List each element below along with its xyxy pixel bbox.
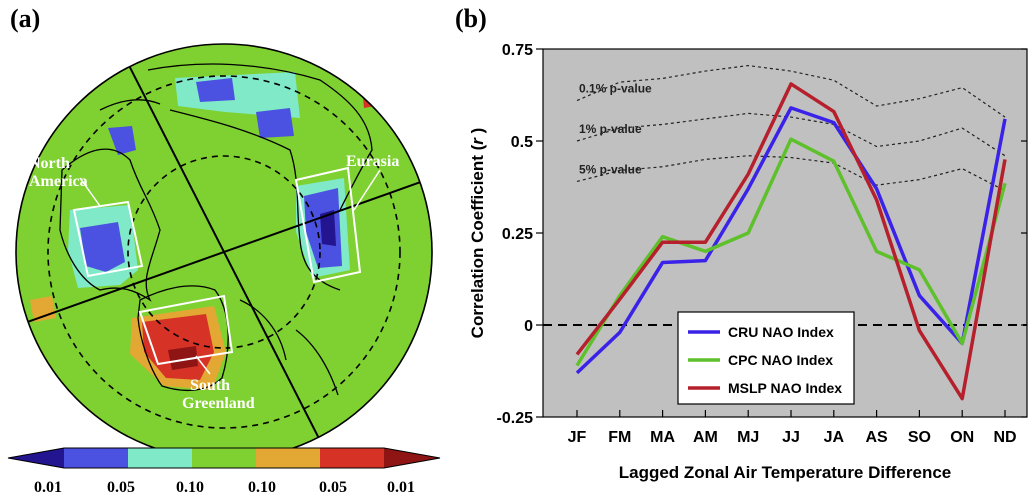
x-tick-label-9: ON (950, 429, 974, 446)
colorbar-tick-5: 0.01 (387, 479, 415, 496)
y-axis-label-variable: r (468, 137, 487, 145)
x-tick-label-5: JJ (782, 429, 800, 446)
patch-eurasia-dark-blue (320, 210, 336, 246)
x-tick-label-8: SO (908, 429, 931, 446)
region-label-north-america-1: North (29, 155, 70, 172)
x-tick-label-2: MA (650, 429, 675, 446)
colorbar-tick-0: 0.01 (34, 479, 62, 496)
legend-label-0: CRU NAO Index (728, 324, 834, 340)
y-axis: -0.25 0 0.25 0.5 0.75 (497, 42, 1027, 427)
y-tick-label-3: 0.5 (511, 134, 533, 151)
x-tick-label-7: AS (865, 429, 888, 446)
y-axis-label: Correlation Coefficient (r ) (468, 128, 487, 339)
panel-a-label: (a) (10, 4, 41, 33)
series-lines (575, 82, 1007, 401)
x-axis-label: Lagged Zonal Air Temperature Difference (619, 463, 952, 482)
significance-line-2 (576, 155, 1006, 192)
y-tick-label-2: 0.25 (502, 226, 533, 243)
colorbar-seg-5 (320, 448, 384, 468)
y-tick-label-4: 0.75 (502, 42, 533, 59)
region-box-south-greenland (138, 294, 234, 366)
region-box-eurasia (294, 166, 362, 284)
y-axis-label-prefix: Correlation Coefficient ( (468, 144, 487, 338)
legend: CRU NAO Index CPC NAO Index MSLP NAO Index (677, 311, 855, 405)
region-label-north-america-2: America (29, 173, 88, 190)
y-tick-label-0: -0.25 (497, 410, 534, 427)
patch-arctic-blue (256, 108, 294, 138)
pointer-eurasia (353, 169, 381, 211)
polar-map-panel: North America Eurasia South Greenland 0.… (7, 43, 441, 496)
colorbar-tick-2: 0.10 (176, 479, 204, 496)
coastlines (59, 63, 373, 396)
y-axis-label-suffix: ) (468, 128, 487, 138)
colorbar-seg-4 (256, 448, 320, 468)
significance-label-2: 5% p-value (579, 162, 642, 176)
significance-lines (576, 64, 1006, 192)
patch-north-america-blue (80, 222, 125, 272)
significance-label-1: 1% p-value (579, 122, 642, 136)
patch-greenland-dark-red (168, 346, 198, 370)
colorbar-seg-3 (192, 448, 256, 468)
significance-line-1 (576, 112, 1006, 157)
significance-labels: 0.1% p-value 1% p-value 5% p-value (579, 82, 652, 177)
patch-canada-blue (108, 126, 136, 155)
colorbar-tick-3: 0.10 (248, 479, 276, 496)
legend-label-2: MSLP NAO Index (728, 380, 842, 396)
patch-west-orange (30, 296, 56, 322)
colorbar: 0.01 0.05 0.10 0.10 0.05 0.01 (7, 447, 441, 496)
region-label-south-greenland-2: Greenland (182, 395, 255, 412)
y-tick-label-1: 0 (524, 318, 533, 335)
significance-label-0: 0.1% p-value (579, 82, 652, 96)
x-tick-label-3: AM (693, 429, 718, 446)
latitude-circle-outer (47, 75, 401, 429)
region-label-eurasia: Eurasia (346, 153, 399, 170)
pointer-south-greenland (195, 355, 211, 375)
x-tick-label-6: JA (824, 429, 845, 446)
x-tick-label-1: FM (608, 429, 631, 446)
patch-north-red (362, 82, 386, 108)
region-box-north-america (72, 200, 144, 278)
x-axis: JF FM MA AM MJ JJ JA AS SO ON ND (568, 410, 1017, 446)
colorbar-tick-4: 0.05 (319, 479, 347, 496)
meridian-line-2 (16, 177, 432, 327)
colorbar-tick-1: 0.05 (107, 479, 135, 496)
colorbar-seg-0 (8, 448, 64, 468)
series-line-2 (575, 82, 1007, 401)
polar-map: North America Eurasia South Greenland (15, 43, 433, 461)
x-tick-label-4: MJ (737, 429, 759, 446)
correlation-chart: 0.1% p-value 1% p-value 5% p-value -0.25 0 0… (468, 42, 1028, 482)
region-label-south-greenland-1: South (190, 377, 230, 394)
series-line-1 (575, 137, 1007, 367)
series-line-0 (575, 106, 1007, 375)
colorbar-seg-6 (384, 448, 440, 468)
pointer-north-america (79, 177, 101, 207)
panel-b-label: (b) (455, 4, 487, 33)
colorbar-seg-1 (64, 448, 128, 468)
latitude-circle-inner (127, 155, 321, 349)
patch-siberia-blue (196, 78, 235, 102)
x-tick-label-0: JF (568, 429, 587, 446)
colorbar-seg-2 (128, 448, 192, 468)
x-tick-label-10: ND (993, 429, 1016, 446)
legend-label-1: CPC NAO Index (728, 352, 833, 368)
colorbar-outline (7, 447, 441, 469)
